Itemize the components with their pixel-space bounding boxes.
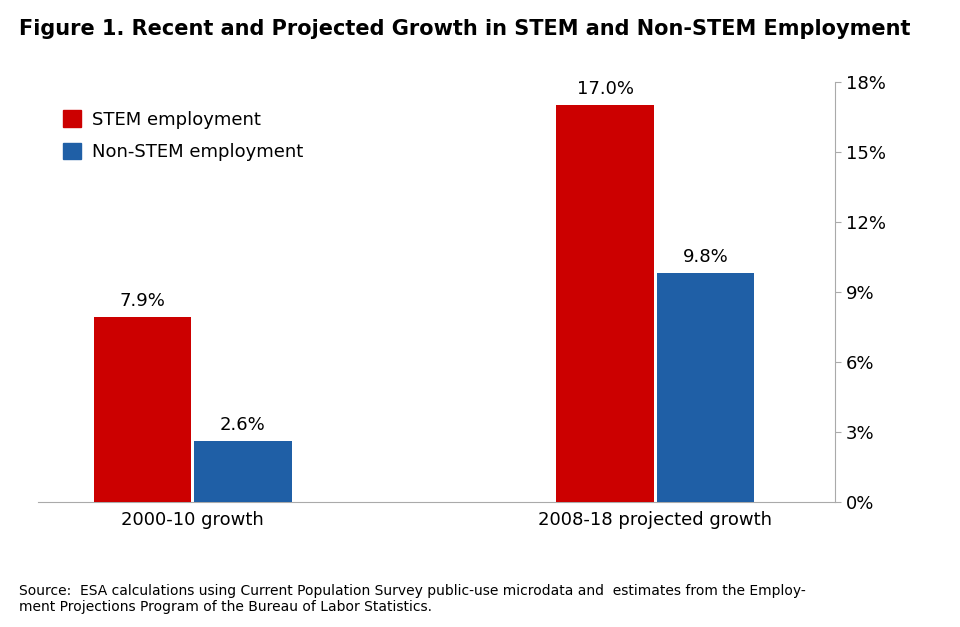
Text: 2.6%: 2.6% [220,416,266,434]
Legend: STEM employment, Non-STEM employment: STEM employment, Non-STEM employment [56,103,310,169]
Text: 17.0%: 17.0% [577,80,634,98]
Bar [94,317,191,502]
Text: 7.9%: 7.9% [120,292,165,310]
Text: Figure 1. Recent and Projected Growth in STEM and Non-STEM Employment: Figure 1. Recent and Projected Growth in… [19,19,911,39]
Text: Source:  ESA calculations using Current Population Survey public-use microdata a: Source: ESA calculations using Current P… [19,584,806,614]
Bar [657,273,755,502]
Text: 9.8%: 9.8% [683,248,729,266]
Bar [557,105,654,502]
Bar [194,441,292,502]
